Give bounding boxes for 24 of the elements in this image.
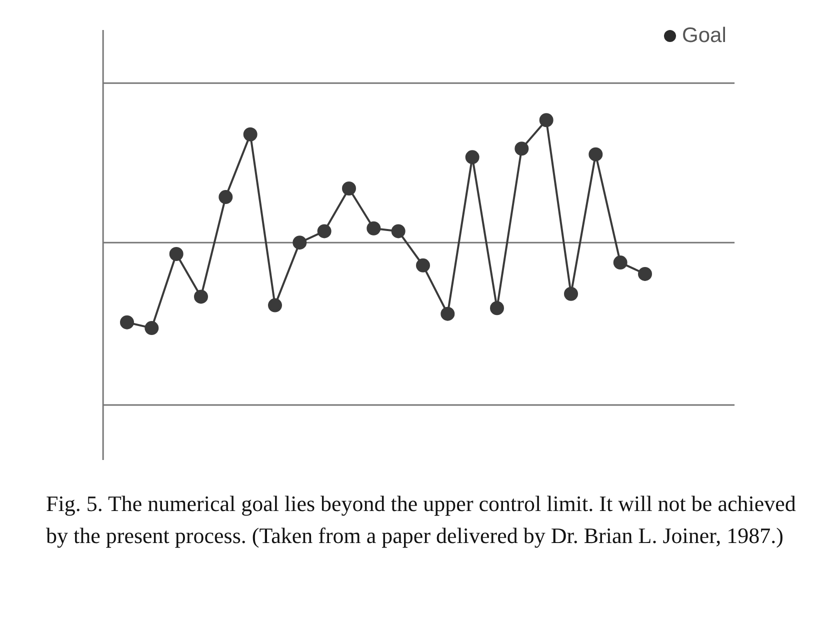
point <box>638 266 652 281</box>
point <box>416 258 430 272</box>
point <box>539 113 554 128</box>
point <box>194 290 208 304</box>
point <box>243 127 258 142</box>
point <box>490 301 504 316</box>
point <box>613 256 628 270</box>
point <box>169 247 184 262</box>
point <box>391 224 406 238</box>
point <box>144 321 159 336</box>
point <box>218 190 233 204</box>
point <box>514 142 529 156</box>
point <box>366 221 381 236</box>
caption: Fig. 5. The numerical goal lies beyond the upper control limit. It will not be achieved by the present process. (Taken from a paper delivered by Dr. Brian L. Joiner, 1987.) <box>46 490 797 550</box>
point <box>465 150 480 164</box>
point <box>342 181 356 196</box>
point <box>317 224 332 238</box>
point <box>292 236 307 250</box>
point <box>588 147 603 162</box>
point <box>440 306 455 321</box>
text: Goal <box>682 24 726 48</box>
point <box>120 315 134 330</box>
point <box>268 298 282 312</box>
point <box>564 286 578 301</box>
